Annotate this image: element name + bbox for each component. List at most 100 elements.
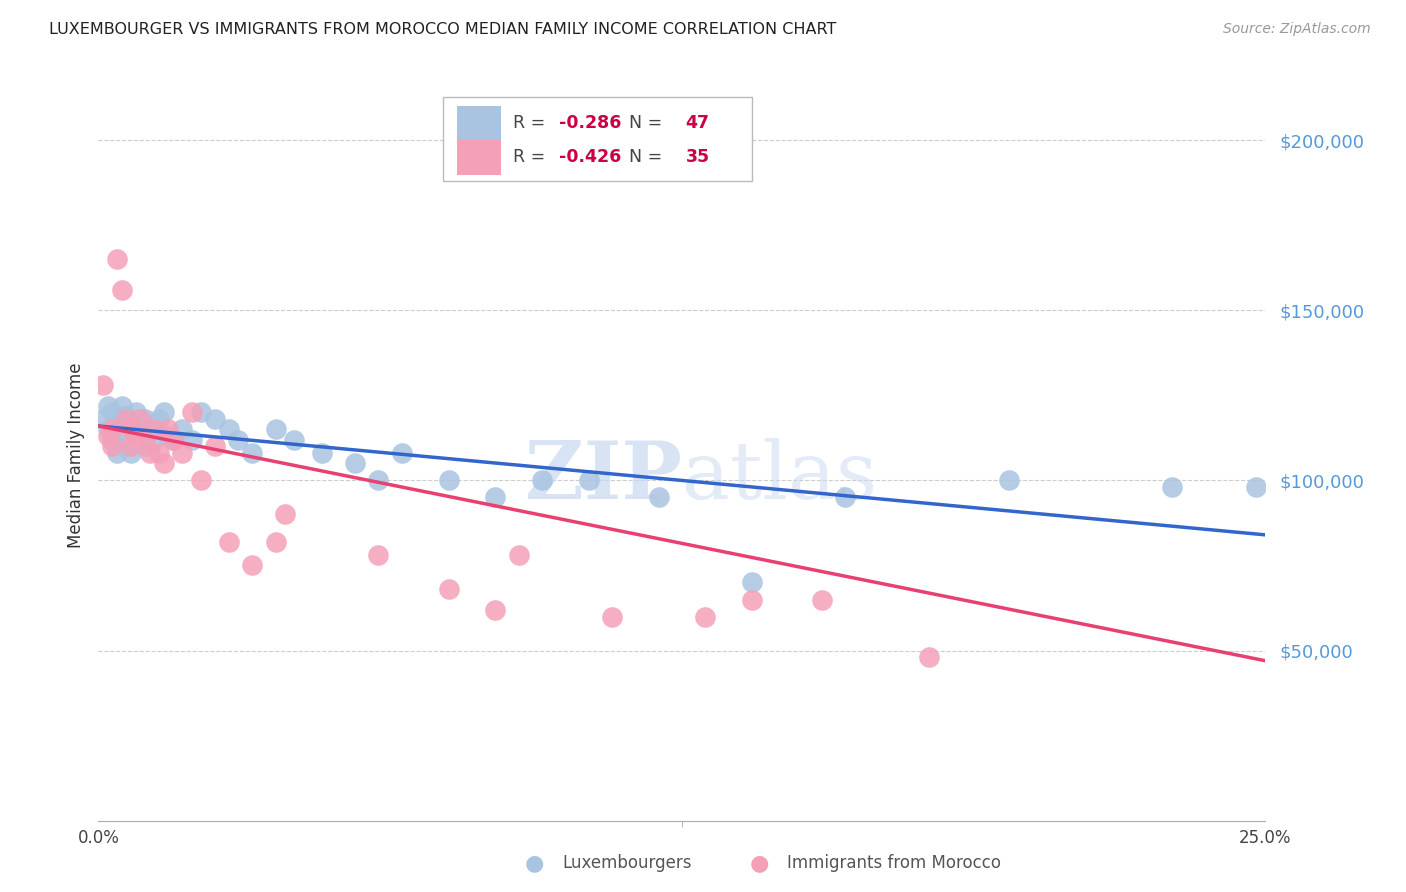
Point [162,433,184,447]
Text: -0.426: -0.426 [560,148,621,166]
Point [111,399,134,413]
Point [120,439,142,453]
Point [120,446,142,460]
Point [172,422,194,436]
Point [148,412,170,426]
Point [367,549,389,563]
Point [134,439,156,453]
Text: ZIP: ZIP [524,438,682,516]
Point [391,446,413,460]
Point [162,433,184,447]
Point [134,412,156,426]
Point [242,558,264,573]
Point [120,422,142,436]
Point [180,405,202,419]
Point [1244,480,1267,494]
Point [157,429,180,443]
Point [120,422,142,436]
Point [129,412,152,426]
Point [834,491,856,505]
Point [143,433,166,447]
Point [264,422,287,436]
Point [125,429,148,443]
Point [811,592,834,607]
Point [204,439,226,453]
Point [97,429,120,443]
Point [139,422,162,436]
Point [91,378,114,392]
Text: Immigrants from Morocco: Immigrants from Morocco [787,855,1001,872]
Point [134,433,156,447]
Point [143,422,166,436]
Text: R =: R = [513,114,550,132]
Point [97,422,120,436]
Point [997,474,1019,488]
Point [437,474,460,488]
Point [741,575,763,590]
Text: N =: N = [617,148,668,166]
Point [190,474,212,488]
Bar [457,139,501,175]
Point [484,491,506,505]
Point [264,534,287,549]
Point [600,609,623,624]
Point [218,422,240,436]
Bar [443,96,752,180]
Point [105,446,128,460]
Point [111,283,134,297]
Point [695,609,717,624]
Bar [457,106,501,141]
Point [1161,480,1184,494]
Point [311,446,333,460]
Point [91,412,114,426]
Point [367,474,389,488]
Point [101,405,124,419]
Point [204,412,226,426]
Text: atlas: atlas [682,438,877,516]
Point [157,422,180,436]
Point [741,592,763,607]
Point [172,446,194,460]
Point [530,474,553,488]
Point [228,433,250,447]
Text: Luxembourgers: Luxembourgers [562,855,692,872]
Point [242,446,264,460]
Point [647,491,669,505]
Point [578,474,600,488]
Point [115,439,138,453]
Text: ●: ● [524,854,544,873]
Point [218,534,240,549]
Point [190,405,212,419]
Point [918,650,941,665]
Point [180,433,202,447]
Point [97,399,120,413]
Point [115,412,138,426]
Text: LUXEMBOURGER VS IMMIGRANTS FROM MOROCCO MEDIAN FAMILY INCOME CORRELATION CHART: LUXEMBOURGER VS IMMIGRANTS FROM MOROCCO … [49,22,837,37]
Point [148,446,170,460]
Point [111,422,134,436]
Point [152,457,174,471]
Text: ●: ● [749,854,769,873]
Text: -0.286: -0.286 [560,114,621,132]
Point [125,429,148,443]
Text: 47: 47 [685,114,710,132]
Point [139,446,162,460]
Point [274,508,297,522]
Text: 35: 35 [685,148,710,166]
Point [105,412,128,426]
Point [105,252,128,267]
Point [508,549,530,563]
Text: N =: N = [617,114,668,132]
Point [152,405,174,419]
Point [484,603,506,617]
Y-axis label: Median Family Income: Median Family Income [66,362,84,548]
Point [283,433,305,447]
Point [115,409,138,423]
Text: R =: R = [513,148,550,166]
Point [125,405,148,419]
Text: Source: ZipAtlas.com: Source: ZipAtlas.com [1223,22,1371,37]
Point [129,433,152,447]
Point [101,433,124,447]
Point [101,422,124,436]
Point [344,457,367,471]
